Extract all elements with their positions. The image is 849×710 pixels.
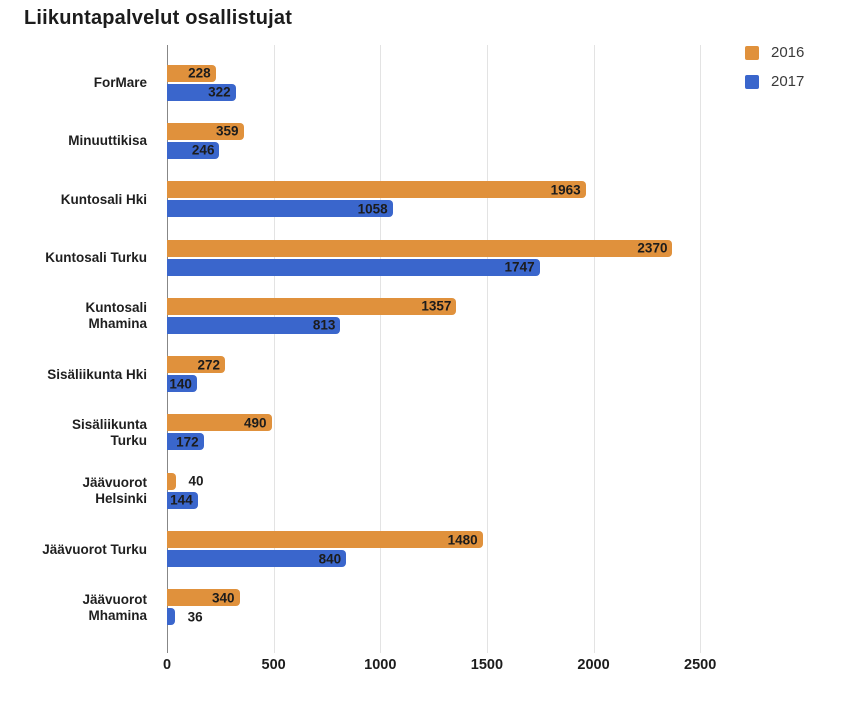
bar-rows: ForMare 228 322 Minuuttikisa 359 246 Kuntosali…	[0, 45, 849, 637]
bar-value-label: 228	[188, 65, 211, 81]
bar-2017: 1058	[167, 200, 393, 218]
legend-label: 2017	[771, 73, 805, 90]
bar-group: 228 322	[167, 64, 849, 102]
category-label: ForMare	[93, 75, 147, 91]
category-label: Kuntosali Mhamina	[85, 300, 147, 332]
bar-value-label: 1480	[447, 532, 478, 548]
bar-row: Sisäliikunta Turku 490 172	[0, 404, 849, 462]
bar-2017: 172	[167, 433, 204, 451]
bar-2016: 359	[167, 122, 244, 140]
bar-value-label: 490	[243, 415, 267, 431]
bar-2017: 246	[167, 141, 220, 159]
bar-group: 272 140	[167, 356, 849, 393]
bar-value-label: 272	[197, 357, 220, 373]
bar-row: ForMare 228 322	[0, 54, 849, 112]
legend-item-2016: 2016	[745, 44, 804, 61]
bar-2017: 36	[167, 608, 203, 626]
bar-value-label: 144	[170, 492, 193, 508]
bar-value-label: 2370	[637, 240, 668, 256]
bar-row: Kuntosali Turku 2370 1747	[0, 229, 849, 287]
chart-title: Liikuntapalvelut osallistujat	[24, 7, 293, 29]
bar-2016: 340	[167, 589, 240, 607]
category-label: Sisäliikunta Turku	[71, 416, 147, 448]
legend-label: 2016	[771, 44, 805, 61]
bar-group: 2370 1747	[167, 239, 849, 277]
category-label: Kuntosali Hki	[60, 191, 147, 207]
bar-row: Jäävuorot Helsinki 40 144	[0, 462, 849, 520]
bar-value-label: 1963	[550, 182, 581, 198]
bar-group: 340 36	[167, 589, 849, 626]
bar-value-label: 359	[216, 123, 239, 139]
category-label: Kuntosali Turku	[45, 250, 147, 266]
legend-swatch-icon	[745, 45, 759, 60]
bar-2016: 228	[167, 64, 216, 82]
bar-row: Minuuttikisa 359 246	[0, 112, 849, 170]
category-label: Sisäliikunta Hki	[47, 366, 147, 382]
bar-value-label: 840	[318, 551, 342, 567]
bar-value-label: 1357	[421, 298, 452, 314]
bar-2016: 1963	[167, 181, 586, 199]
bar-value-label: 172	[176, 434, 199, 450]
bar-2016: 272	[167, 356, 225, 374]
bar-2017: 144	[167, 491, 198, 509]
category-label: Jäävuorot Mhamina	[82, 591, 147, 623]
bar-2017: 140	[167, 375, 197, 393]
bar-value-label: 813	[312, 317, 336, 333]
bar-2017: 813	[167, 316, 341, 334]
category-label: Jäävuorot Helsinki	[82, 475, 147, 507]
category-label: Minuuttikisa	[68, 133, 147, 149]
bar-2016: 490	[167, 414, 272, 432]
bar-row: Sisäliikunta Hki 272 140	[0, 345, 849, 403]
bar-value-label: 1747	[504, 259, 535, 275]
bar-value-label: 246	[191, 142, 215, 158]
bar-value-label: 140	[169, 376, 192, 392]
bar-group: 490 172	[167, 414, 849, 451]
bar-2017: 1747	[167, 258, 540, 276]
x-axis: 0 500 1000 1500 2000 2500	[0, 657, 849, 677]
x-axis-tick-label: 2500	[684, 657, 717, 673]
bar-2016: 1357	[167, 297, 457, 315]
bar-group: 1963 1058	[167, 181, 849, 218]
x-axis-tick-label: 1000	[364, 657, 397, 673]
bar-2017: 322	[167, 83, 236, 101]
bar-row: Jäävuorot Mhamina 340 36	[0, 579, 849, 637]
bar-row: Jäävuorot Turku 1480 840	[0, 520, 849, 578]
bar-group: 359 246	[167, 122, 849, 160]
bar-2016: 2370	[167, 239, 673, 257]
bar-group: 40 144	[167, 472, 849, 510]
category-label: Jäävuorot Turku	[42, 541, 147, 557]
bar-value-label: 322	[208, 84, 231, 100]
bar-group: 1480 840	[167, 531, 849, 568]
x-axis-tick-label: 2000	[577, 657, 610, 673]
bar-value-label: 40	[188, 473, 204, 489]
x-axis-tick-label: 0	[162, 657, 172, 673]
bar-2016: 40	[167, 472, 204, 490]
legend-swatch-icon	[745, 74, 759, 89]
legend: 2016 2017	[745, 44, 804, 90]
x-axis-tick-label: 500	[261, 657, 286, 673]
bar-value-label: 1058	[357, 201, 388, 217]
bar-value-label: 36	[187, 609, 203, 625]
bar-group: 1357 813	[167, 297, 849, 335]
bar-row: Kuntosali Mhamina 1357 813	[0, 287, 849, 345]
bar-value-label: 340	[211, 590, 235, 606]
x-axis-tick-label: 1500	[470, 657, 504, 673]
bar-2016: 1480	[167, 531, 483, 549]
bar-2017: 840	[167, 550, 347, 568]
bar-row: Kuntosali Hki 1963 1058	[0, 171, 849, 229]
legend-item-2017: 2017	[745, 73, 804, 90]
